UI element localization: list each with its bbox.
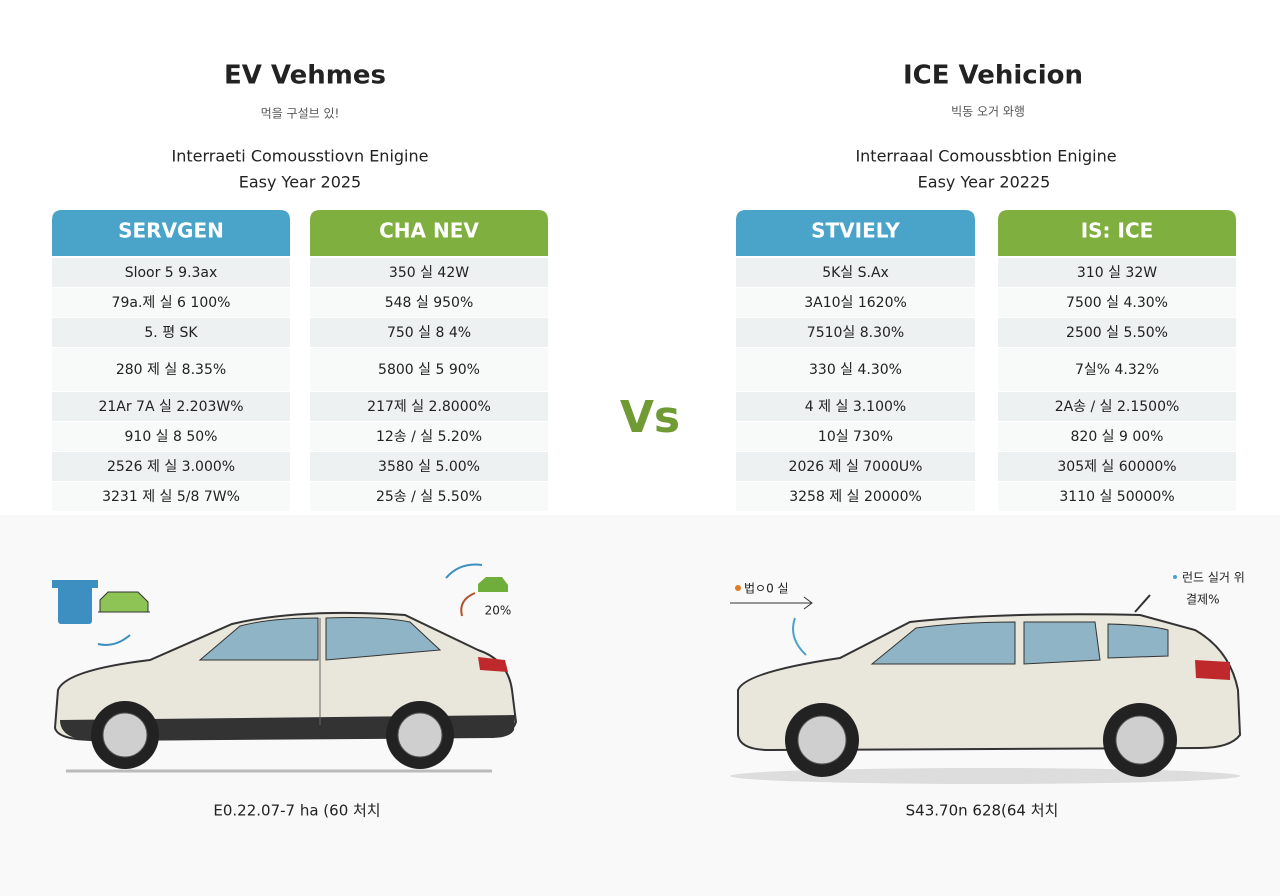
table-row-bg — [736, 392, 975, 421]
ev-annotation: 20% — [485, 604, 512, 618]
table-row-bg — [998, 288, 1236, 317]
table-row-bg — [52, 288, 290, 317]
table-header: SERVGEN — [118, 219, 224, 243]
table-cell: 910 실 8 50% — [125, 429, 218, 445]
ice-annotation-left: 법ㅇ0 실 — [744, 582, 789, 596]
table-row-bg — [310, 452, 548, 481]
table-row-bg — [998, 452, 1236, 481]
table-cell: 3A10실 1620% — [804, 295, 907, 311]
versus: Vs — [620, 392, 680, 443]
table-cell: 3110 실 50000% — [1059, 489, 1174, 505]
table-cell: 3258 제 실 20000% — [789, 489, 922, 505]
table-cell: 820 실 9 00% — [1071, 429, 1164, 445]
table-cell: 21Ar 7A 실 2.203W% — [98, 399, 243, 415]
table-cell: 7510실 8.30% — [807, 325, 904, 341]
table-row-bg — [52, 318, 290, 347]
table-row-bg — [998, 422, 1236, 451]
table-row-bg — [736, 452, 975, 481]
ev-car-illustration — [52, 563, 518, 773]
table-row-bg — [736, 348, 975, 391]
table-row-bg — [736, 288, 975, 317]
right-subtitle: 빅동 오거 와행 — [951, 104, 1025, 119]
table-cell: 7500 실 4.30% — [1066, 295, 1168, 311]
tables: SERVGEN Sloor 5 9.3ax 79a.제 실 6 100% 5. 평 S… — [52, 210, 1236, 511]
left-heading: Interraeti Comousstiovn Enigine — [172, 147, 429, 166]
table-cell: 10실 730% — [818, 429, 893, 445]
table-row-bg — [310, 392, 548, 421]
table-cell: 5K실 S.Ax — [822, 265, 889, 281]
ice-car-illustration — [730, 575, 1242, 784]
table-cell: 305제 실 60000% — [1057, 459, 1176, 475]
table-cell: 548 실 950% — [385, 295, 474, 311]
table-row-bg — [998, 318, 1236, 347]
right-heading: Interraaal Comoussbtion Enigine — [855, 147, 1116, 166]
table-cell: 330 실 4.30% — [809, 362, 902, 378]
table-cell: 2500 실 5.50% — [1066, 325, 1168, 341]
table-row-bg — [52, 258, 290, 287]
left-subtitle: 먹을 구설브 있! — [261, 107, 340, 121]
table-cell: 3580 실 5.00% — [378, 459, 480, 475]
table-row-bg — [310, 348, 548, 391]
left-title: EV Vehmes — [224, 61, 386, 91]
ev-caption: E0.22.07-7 ha (60 처치 — [213, 802, 380, 820]
table-cell: 7실% 4.32% — [1075, 362, 1159, 378]
table-row-bg — [310, 288, 548, 317]
table-row-bg — [998, 482, 1236, 511]
table-header: IS: ICE — [1081, 219, 1154, 243]
table-header-bg — [736, 210, 975, 256]
ice-caption: S43.70n 628(64 처치 — [906, 802, 1059, 820]
ice-annotation-right-1: 런드 실거 위 — [1182, 571, 1245, 585]
table-cell: 2026 제 실 7000U% — [789, 459, 923, 475]
table-cell: 79a.제 실 6 100% — [112, 295, 231, 311]
table-row-bg — [310, 258, 548, 287]
table-cell: 5800 실 5 90% — [378, 362, 480, 378]
table-row-bg — [52, 452, 290, 481]
table-cell: 12송 / 실 5.20% — [376, 429, 482, 445]
table-row-bg — [736, 318, 975, 347]
table-row-bg — [998, 348, 1236, 391]
table-cell: 25송 / 실 5.50% — [376, 489, 482, 505]
table-cell: 5. 평 SK — [144, 325, 198, 341]
table-header-bg — [998, 210, 1236, 256]
table-header-bg — [52, 210, 290, 256]
table-cell: 310 실 32W — [1077, 265, 1157, 281]
table-row-bg — [736, 422, 975, 451]
table-row-bg — [310, 318, 548, 347]
table-cell: Sloor 5 9.3ax — [125, 265, 218, 281]
table-row-bg — [736, 482, 975, 511]
table-cell: 2526 제 실 3.000% — [107, 459, 235, 475]
table-row-bg — [310, 482, 548, 511]
table-cell: 3231 제 실 5/8 7W% — [102, 489, 240, 505]
table-row-bg — [998, 258, 1236, 287]
table-header-bg — [310, 210, 548, 256]
table-row-bg — [736, 258, 975, 287]
table-cell: 350 실 42W — [389, 265, 469, 281]
right-title: ICE Vehicion — [903, 61, 1083, 91]
table-row-bg — [52, 392, 290, 421]
table-row-bg — [52, 422, 290, 451]
table-cell: 750 실 8 4% — [387, 325, 471, 341]
table-header: STVIELY — [811, 219, 900, 243]
right-year: Easy Year 20225 — [918, 173, 1051, 192]
table-cell: 217제 실 2.8000% — [367, 399, 491, 415]
table-cell: 4 제 실 3.100% — [805, 399, 906, 415]
left-year: Easy Year 2025 — [239, 173, 361, 192]
table-cell: 280 제 실 8.35% — [116, 362, 226, 378]
table-row-bg — [52, 482, 290, 511]
table-row-bg — [310, 422, 548, 451]
table-row-bg — [998, 392, 1236, 421]
ice-annotation-right-2: 결제% — [1186, 593, 1219, 607]
table-header: CHA NEV — [379, 219, 479, 243]
table-cell: 2A송 / 실 2.1500% — [1055, 399, 1180, 415]
table-row-bg — [52, 348, 290, 391]
